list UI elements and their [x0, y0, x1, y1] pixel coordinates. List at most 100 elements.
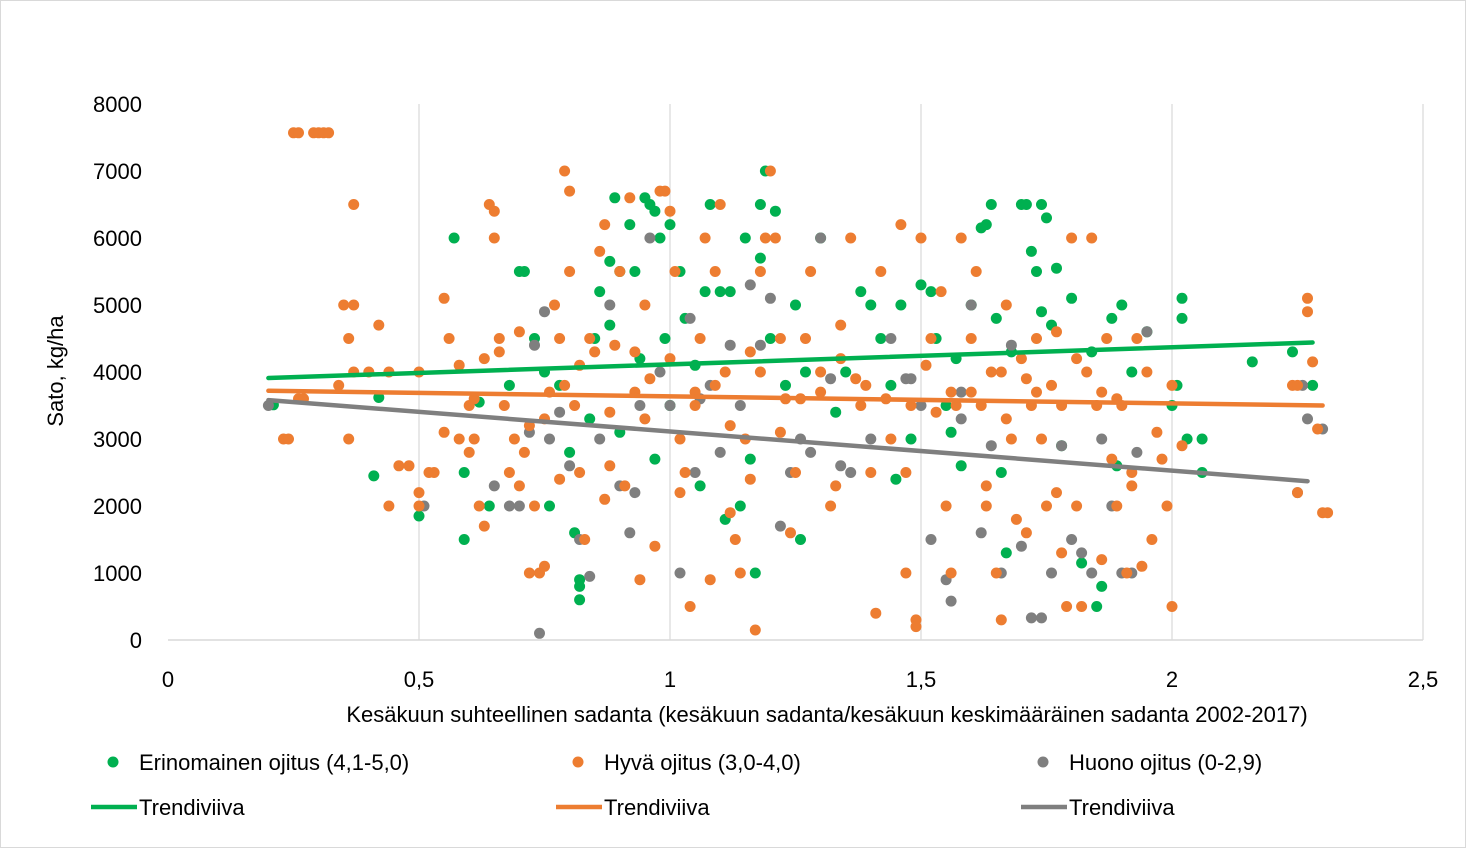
data-point: [764, 292, 776, 304]
data-point: [604, 406, 616, 418]
data-point: [965, 333, 977, 344]
data-point: [644, 373, 656, 385]
data-point: [584, 413, 596, 425]
data-point: [975, 527, 987, 539]
data-point: [554, 406, 566, 418]
trendlines: [266, 340, 1325, 484]
data-point: [965, 299, 977, 311]
data-point: [594, 286, 606, 298]
data-point: [925, 286, 937, 298]
data-point: [749, 624, 761, 636]
data-point: [885, 379, 897, 391]
data-point: [980, 219, 992, 231]
data-point: [1031, 266, 1042, 277]
y-tick-label: 8000: [93, 92, 142, 117]
data-point: [669, 266, 681, 277]
data-point: [855, 400, 867, 411]
data-point: [744, 453, 756, 465]
data-point: [493, 333, 505, 344]
data-point: [1126, 480, 1138, 492]
y-tick-label: 6000: [93, 226, 142, 251]
data-point: [1020, 373, 1032, 385]
series-points-2: [262, 232, 1329, 639]
x-tick-label: 0,5: [404, 667, 435, 692]
data-point: [1000, 413, 1012, 425]
data-point: [709, 379, 721, 391]
data-point: [995, 467, 1007, 478]
data-point: [1116, 299, 1128, 311]
data-point: [945, 595, 957, 607]
data-point: [1036, 433, 1047, 445]
data-point: [544, 433, 555, 445]
data-point: [579, 534, 591, 545]
data-point: [1111, 500, 1123, 512]
data-point: [513, 500, 525, 512]
data-point: [744, 473, 756, 485]
legend-label: Hyvä ojitus (3,0-4,0): [604, 750, 801, 775]
data-point: [1051, 262, 1062, 274]
data-point: [488, 480, 500, 492]
data-point: [443, 333, 455, 344]
data-point: [1086, 232, 1098, 244]
data-point: [493, 346, 505, 358]
data-point: [754, 366, 766, 378]
data-point: [950, 400, 962, 411]
data-point: [1146, 534, 1158, 545]
data-point: [564, 266, 576, 277]
data-point: [1041, 212, 1052, 224]
data-point: [925, 534, 937, 545]
data-point: [634, 574, 646, 586]
data-point: [1056, 547, 1068, 559]
data-point: [744, 346, 756, 358]
data-point: [769, 205, 781, 217]
data-point: [674, 433, 686, 445]
data-point: [609, 339, 621, 351]
data-point: [754, 339, 766, 351]
data-point: [1322, 507, 1334, 519]
trendline-1: [266, 388, 1325, 408]
data-point: [664, 353, 676, 365]
data-point: [529, 339, 540, 351]
data-point: [790, 467, 801, 478]
data-point: [413, 487, 425, 499]
legend-marker: [572, 756, 584, 768]
data-point: [498, 400, 510, 411]
data-point: [473, 500, 485, 512]
legend-trend-label: Trendiviiva: [139, 795, 245, 820]
data-point: [468, 393, 480, 405]
data-point: [624, 527, 636, 539]
data-point: [1091, 601, 1103, 612]
data-point: [1302, 413, 1313, 425]
data-point: [1076, 547, 1088, 559]
data-point: [1176, 440, 1188, 452]
data-point: [1302, 292, 1313, 304]
legend-marker: [107, 756, 119, 768]
data-point: [940, 500, 952, 512]
data-point: [559, 379, 571, 391]
data-point: [438, 426, 450, 438]
data-point: [985, 366, 997, 378]
data-point: [769, 232, 781, 244]
data-point: [995, 366, 1007, 378]
data-point: [574, 594, 586, 606]
data-point: [343, 433, 355, 445]
data-point: [955, 413, 967, 425]
data-point: [348, 199, 360, 210]
data-point: [754, 266, 766, 277]
data-point: [855, 286, 867, 298]
data-point: [262, 400, 274, 411]
data-point: [689, 467, 701, 478]
x-tick-label: 1: [664, 667, 676, 692]
data-point: [1020, 527, 1032, 539]
data-point: [458, 467, 470, 478]
data-point: [905, 400, 917, 411]
data-point: [428, 467, 440, 478]
data-point: [759, 232, 771, 244]
data-point: [1312, 423, 1324, 435]
data-point: [488, 232, 500, 244]
data-point: [488, 205, 500, 217]
data-point: [368, 470, 380, 482]
data-point: [639, 299, 651, 311]
data-point: [604, 460, 616, 472]
data-point: [523, 567, 535, 579]
